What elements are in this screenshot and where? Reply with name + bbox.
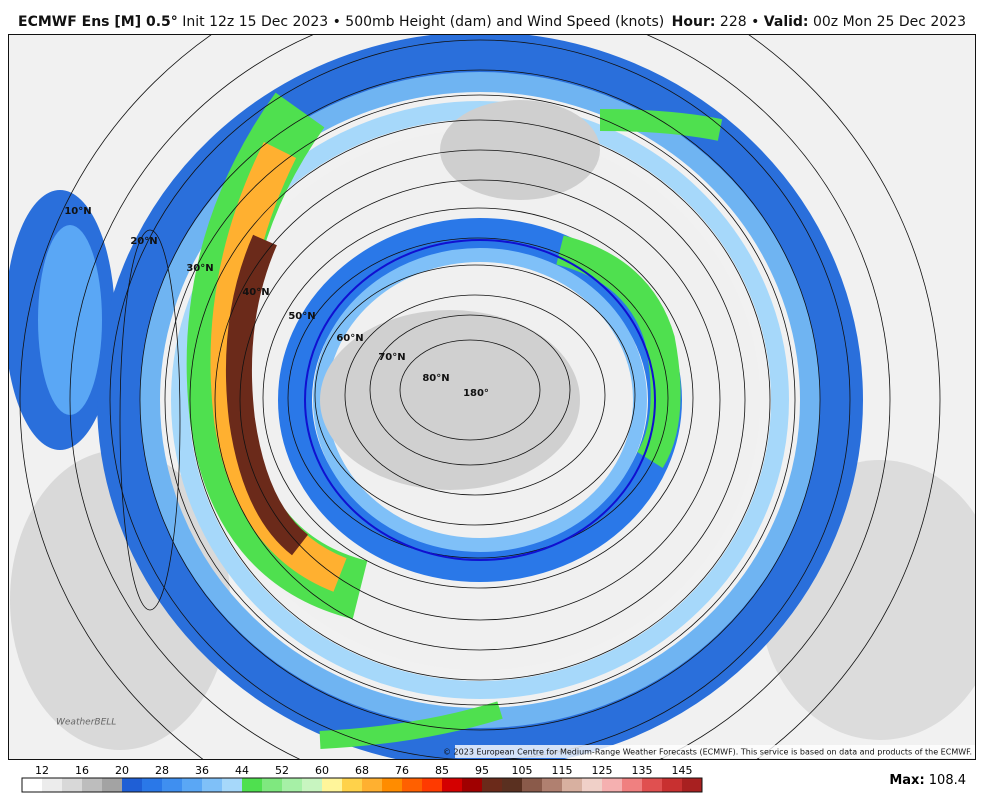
colorbar-swatch [582,778,602,792]
hour-label: Hour: [672,14,716,30]
latitude-label: 30°N [186,263,213,274]
colorbar-swatch [642,778,662,792]
header-left: ECMWF Ens [M] 0.5° Init 12z 15 Dec 2023 … [18,14,664,30]
logo: WeatherBELL [56,718,116,728]
valid-label: Valid: [764,14,809,30]
colorbar-swatch [362,778,382,792]
colorbar-swatch [322,778,342,792]
colorbar-swatch [482,778,502,792]
colorbar: 12 16 20 28 36 44 52 60 68 76 85 95 105 115 125 135 145 [21,764,703,793]
colorbar-swatch [282,778,302,792]
map [9,35,975,759]
colorbar-label: 36 [195,764,209,777]
colorbar-swatch [262,778,282,792]
colorbar-label: 60 [315,764,329,777]
model: ECMWF Ens [M] 0.5° [18,14,178,30]
colorbar-swatch [462,778,482,792]
colorbar-swatch [662,778,682,792]
colorbar-swatch [382,778,402,792]
colorbar-swatch [522,778,542,792]
colorbar-label: 135 [632,764,653,777]
latitude-label: 180° [463,388,489,399]
colorbar-swatch [162,778,182,792]
colorbar-label: 20 [115,764,129,777]
colorbar-swatch [22,778,42,792]
colorbar-swatch [302,778,322,792]
latitude-label: 50°N [288,311,315,322]
latitude-label: 10°N [64,206,91,217]
colorbar-swatch [602,778,622,792]
colorbar-swatch [42,778,62,792]
header-right: Hour: 228 • Valid: 00z Mon 25 Dec 2023 [672,14,966,30]
colorbar-swatch [242,778,262,792]
colorbar-swatch [422,778,442,792]
latitude-label: 20°N [130,236,157,247]
colorbar-label: 76 [395,764,409,777]
colorbar-frame [21,777,703,793]
latitude-label: 60°N [336,333,363,344]
colorbar-swatch [682,778,702,792]
map-border [8,34,976,760]
colorbar-label: 68 [355,764,369,777]
colorbar-swatch [122,778,142,792]
colorbar-swatch [62,778,82,792]
colorbar-swatch [82,778,102,792]
latitude-label: 40°N [242,287,269,298]
colorbar-label: 115 [552,764,573,777]
colorbar-swatch [342,778,362,792]
colorbar-label: 85 [435,764,449,777]
colorbar-label: 125 [592,764,613,777]
colorbar-swatch [542,778,562,792]
colorbar-label: 145 [672,764,693,777]
colorbar-swatch [222,778,242,792]
colorbar-label: 105 [512,764,533,777]
colorbar-label: 12 [35,764,49,777]
colorbar-swatch [622,778,642,792]
latitude-label: 80°N [422,373,449,384]
colorbar-swatch [102,778,122,792]
description: Init 12z 15 Dec 2023 • 500mb Height (dam… [182,14,664,30]
colorbar-swatch [202,778,222,792]
latitude-label: 70°N [378,352,405,363]
colorbar-label: 52 [275,764,289,777]
hour-value: 228 • [720,14,759,30]
max-value: 108.4 [929,773,966,788]
latitude-labels: 10°N 20°N 30°N 40°N 50°N 60°N 70°N 80°N 180° [64,206,489,399]
max-label: Max: [889,773,924,788]
colorbar-label: 28 [155,764,169,777]
colorbar-label: 44 [235,764,249,777]
colorbar-swatch [142,778,162,792]
colorbar-label: 95 [475,764,489,777]
colorbar-swatch [502,778,522,792]
colorbar-swatch [182,778,202,792]
colorbar-swatch [562,778,582,792]
max: Max: 108.4 [889,773,966,788]
copyright: © 2023 European Centre for Medium-Range … [443,748,972,757]
colorbar-swatch [442,778,462,792]
colorbar-swatch [402,778,422,792]
colorbar-label: 16 [75,764,89,777]
valid-value: 00z Mon 25 Dec 2023 [813,14,966,30]
